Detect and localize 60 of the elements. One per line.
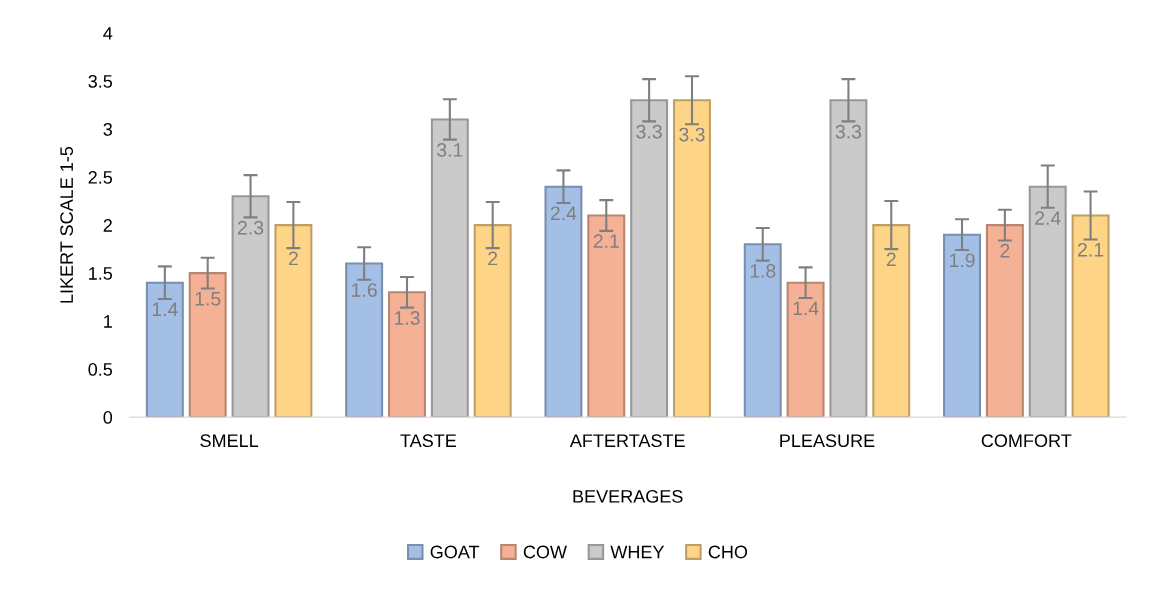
data-label: 2.3 [238, 220, 264, 235]
data-label: 3.3 [636, 124, 662, 139]
y-tick-label: 0.5 [88, 363, 113, 376]
data-label: 1.6 [352, 283, 377, 297]
legend-label: GOAT [430, 545, 480, 559]
x-tick-label: SMELL [200, 434, 259, 448]
bar [1028, 185, 1067, 418]
data-label: 1.8 [750, 264, 776, 278]
x-tick-label: TASTE [400, 434, 457, 448]
x-tick-label: COMFORT [981, 434, 1072, 448]
legend-label: CHO [708, 545, 748, 559]
x-axis-title: BEVERAGES [573, 489, 683, 503]
y-tick-label: 0 [103, 411, 113, 424]
legend-label: WHEY [610, 545, 665, 559]
bar [1071, 214, 1110, 418]
bar [587, 214, 626, 418]
bar [145, 281, 184, 418]
y-tick-label: 3 [103, 123, 113, 136]
data-label: 2.4 [1035, 211, 1061, 225]
data-label: 1.9 [949, 253, 975, 268]
bar [388, 291, 426, 418]
x-tick-label: AFTERTASTE [569, 434, 685, 448]
bar [473, 224, 512, 418]
data-label: 2 [488, 251, 498, 266]
y-tick-label: 3.5 [88, 74, 113, 88]
data-label: 1.3 [394, 311, 420, 325]
bar [345, 262, 384, 418]
x-tick-label: PLEASURE [780, 434, 875, 448]
data-label: 3.1 [437, 143, 463, 157]
data-label: 3.3 [679, 127, 705, 142]
data-label: 2.1 [593, 234, 619, 248]
bar [985, 224, 1024, 418]
y-tick-label: 4 [103, 27, 113, 40]
bar [188, 272, 227, 418]
data-label: 1.4 [152, 302, 178, 316]
bar [544, 185, 583, 418]
data-label: 2 [1000, 243, 1010, 258]
data-label: 1.5 [195, 292, 221, 306]
bar [274, 224, 313, 418]
bar [430, 118, 469, 418]
data-label: 2 [886, 252, 896, 267]
y-axis-title: LIKERT SCALE 1-5 [60, 146, 74, 303]
bar [786, 281, 825, 418]
bar [872, 224, 911, 418]
data-label: 2 [288, 251, 298, 266]
y-tick-label: 2 [103, 219, 112, 232]
bar [231, 195, 270, 418]
bar [743, 243, 782, 418]
y-tick-label: 1.5 [89, 267, 113, 280]
data-label: 3.3 [835, 124, 862, 139]
data-label: 2.4 [550, 206, 577, 220]
bar [943, 233, 981, 418]
data-label: 2.1 [1078, 242, 1104, 257]
bar [673, 99, 711, 418]
legend-label: COW [523, 545, 567, 559]
bar [630, 99, 669, 418]
data-label: 1.4 [793, 301, 819, 316]
y-tick-label: 2.5 [88, 171, 113, 184]
y-tick-label: 1 [104, 315, 112, 328]
bar [829, 99, 868, 418]
